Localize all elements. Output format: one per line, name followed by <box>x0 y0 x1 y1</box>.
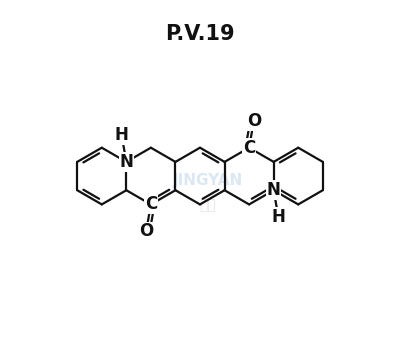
Text: C: C <box>243 139 255 157</box>
Text: N: N <box>119 153 133 171</box>
Text: H: H <box>272 208 285 226</box>
Text: C: C <box>145 195 157 213</box>
Text: O: O <box>139 222 153 240</box>
Text: N: N <box>267 181 281 199</box>
Text: JINGYAN: JINGYAN <box>173 172 243 188</box>
Text: H: H <box>115 126 128 144</box>
Text: O: O <box>247 112 261 130</box>
Text: P.V.19: P.V.19 <box>165 24 235 44</box>
Text: 精颜: 精颜 <box>200 198 216 212</box>
